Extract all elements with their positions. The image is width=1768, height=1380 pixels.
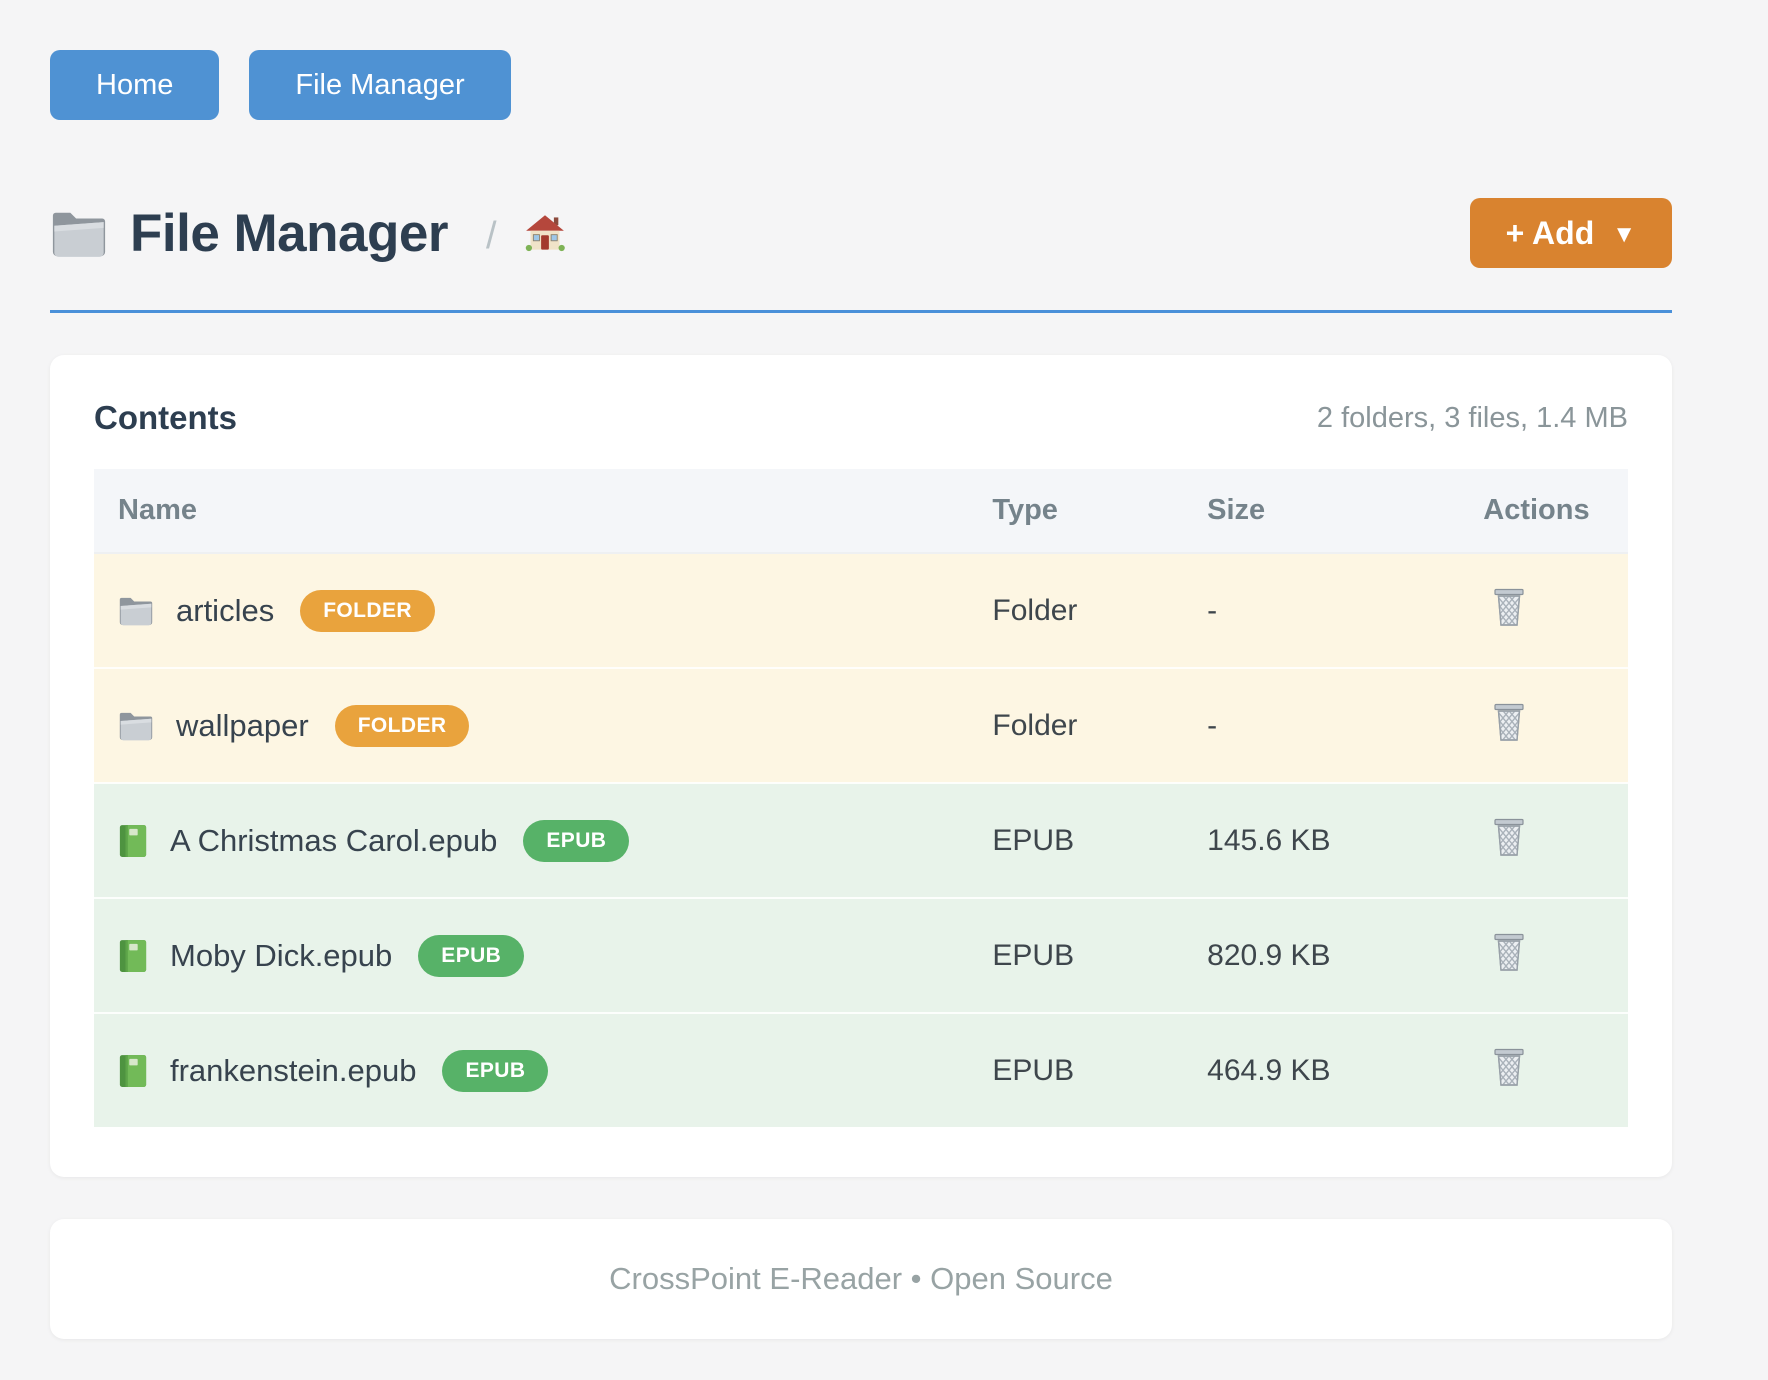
- file-name[interactable]: articles: [176, 592, 275, 628]
- footer: CrossPoint E-Reader • Open Source: [50, 1219, 1672, 1339]
- trash-icon: [1491, 587, 1527, 627]
- type-cell: EPUB: [968, 897, 1184, 1013]
- file-name[interactable]: Moby Dick.epub: [170, 937, 393, 973]
- contents-card: Contents 2 folders, 3 files, 1.4 MB Name…: [50, 355, 1672, 1177]
- column-header-actions: Actions: [1459, 469, 1628, 553]
- size-cell: 145.6 KB: [1183, 782, 1460, 898]
- book-icon: [118, 939, 148, 973]
- delete-button[interactable]: [1491, 932, 1527, 972]
- file-name[interactable]: frankenstein.epub: [170, 1052, 417, 1088]
- contents-title: Contents: [94, 399, 237, 436]
- folder-icon: [118, 595, 154, 626]
- delete-button[interactable]: [1491, 587, 1527, 627]
- size-cell: -: [1183, 552, 1460, 668]
- home-button[interactable]: Home: [50, 50, 220, 120]
- table-row[interactable]: wallpaper FOLDER Folder -: [94, 667, 1628, 783]
- table-header-row: Name Type Size Actions: [94, 469, 1628, 553]
- type-cell: Folder: [968, 552, 1184, 668]
- type-cell: Folder: [968, 667, 1184, 783]
- book-icon: [118, 824, 148, 858]
- type-cell: EPUB: [968, 782, 1184, 898]
- delete-button[interactable]: [1491, 702, 1527, 742]
- table-row[interactable]: A Christmas Carol.epub EPUB EPUB 145.6 K…: [94, 782, 1628, 898]
- top-navigation: Home File Manager: [50, 0, 1672, 120]
- column-header-name: Name: [94, 469, 969, 553]
- contents-summary: 2 folders, 3 files, 1.4 MB: [1316, 401, 1628, 434]
- chevron-down-icon: ▼: [1612, 221, 1636, 248]
- size-cell: -: [1183, 667, 1460, 783]
- trash-icon: [1491, 1047, 1527, 1087]
- trash-icon: [1491, 817, 1527, 857]
- type-badge: EPUB: [442, 1049, 549, 1092]
- type-cell: EPUB: [968, 1012, 1184, 1127]
- column-header-type: Type: [968, 469, 1184, 553]
- column-header-size: Size: [1183, 469, 1460, 553]
- table-row[interactable]: frankenstein.epub EPUB EPUB 464.9 KB: [94, 1012, 1628, 1127]
- type-badge: FOLDER: [300, 589, 435, 632]
- folder-icon: [118, 710, 154, 741]
- table-row[interactable]: Moby Dick.epub EPUB EPUB 820.9 KB: [94, 897, 1628, 1013]
- type-badge: EPUB: [418, 934, 525, 977]
- file-manager-button[interactable]: File Manager: [249, 50, 511, 120]
- size-cell: 464.9 KB: [1183, 1012, 1460, 1127]
- folder-icon: [50, 208, 108, 258]
- file-name[interactable]: wallpaper: [176, 707, 309, 743]
- add-button-label: + Add: [1505, 214, 1595, 251]
- size-cell: 820.9 KB: [1183, 897, 1460, 1013]
- table-row[interactable]: articles FOLDER Folder -: [94, 552, 1628, 668]
- delete-button[interactable]: [1491, 1047, 1527, 1087]
- header-divider: [50, 310, 1672, 313]
- trash-icon: [1491, 932, 1527, 972]
- footer-text: CrossPoint E-Reader • Open Source: [609, 1261, 1113, 1296]
- book-icon: [118, 1054, 148, 1088]
- file-table: Name Type Size Actions articles: [94, 469, 1628, 1127]
- page-title: File Manager: [130, 203, 448, 263]
- delete-button[interactable]: [1491, 817, 1527, 857]
- add-button[interactable]: + Add ▼: [1469, 198, 1672, 268]
- page-container: Home File Manager File Manager /: [50, 0, 1672, 1339]
- file-name[interactable]: A Christmas Carol.epub: [170, 822, 498, 858]
- house-icon[interactable]: [525, 214, 565, 252]
- type-badge: FOLDER: [334, 704, 470, 747]
- type-badge: EPUB: [523, 819, 630, 862]
- trash-icon: [1491, 702, 1527, 742]
- page-header: File Manager / + Add ▼: [50, 198, 1672, 268]
- breadcrumb-separator: /: [485, 214, 497, 257]
